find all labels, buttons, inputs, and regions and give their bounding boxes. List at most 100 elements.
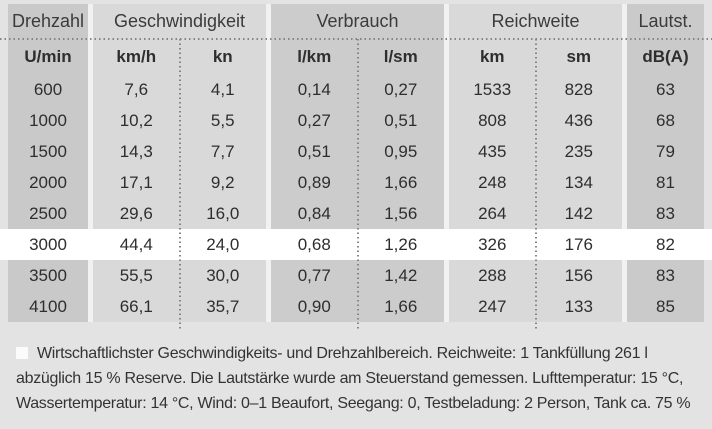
cell-drehzahl: 4100 [29, 296, 67, 316]
group-header-verbrauch: Verbrauch [316, 11, 399, 31]
cell-lsm: 0,95 [384, 141, 418, 161]
cell-km: 247 [478, 296, 507, 316]
unit-kmh: km/h [116, 46, 157, 66]
column-gap [266, 4, 271, 322]
unit-dba: dB(A) [642, 46, 689, 66]
cell-kn: 9,2 [210, 172, 235, 192]
cell-sm: 176 [564, 234, 593, 254]
table-row-highlighted: 3000 44,4 24,0 0,68 1,26 326 176 82 [8, 229, 704, 260]
cell-sm: 436 [564, 110, 593, 130]
cell-km: 326 [478, 234, 507, 254]
cell-lsm: 1,42 [384, 265, 418, 285]
cell-lkm: 0,27 [297, 110, 331, 130]
group-header-geschwindigkeit: Geschwindigkeit [113, 11, 246, 31]
cell-kmh: 17,1 [119, 172, 153, 192]
unit-lkm: l/km [297, 46, 332, 66]
footnote-line-1: Wirtschaftlichster Geschwindigkeits- und… [16, 341, 710, 366]
cell-lsm: 0,51 [384, 110, 418, 130]
footnote: Wirtschaftlichster Geschwindigkeits- und… [16, 341, 710, 416]
dotted-divider-vertical [357, 39, 359, 330]
footnote-line-2: abzüglich 15 % Reserve. Die Lautstärke w… [16, 370, 684, 387]
column-gap [444, 4, 449, 322]
dotted-divider-vertical [535, 39, 537, 330]
column-band-lautst [627, 4, 704, 322]
cell-drehzahl: 2000 [29, 172, 67, 192]
cell-dba: 68 [656, 110, 675, 130]
cell-lsm: 1,66 [384, 296, 418, 316]
cell-drehzahl: 600 [33, 79, 63, 99]
cell-lkm: 0,68 [297, 234, 331, 254]
unit-umin: U/min [24, 46, 72, 66]
table-row: 2000 17,1 9,2 0,89 1,66 248 134 81 [8, 167, 704, 198]
performance-table: Drehzahl Geschwindigkeit Verbrauch Reich… [8, 4, 704, 322]
column-gap [88, 4, 93, 322]
cell-dba: 81 [656, 172, 675, 192]
dotted-divider-vertical [179, 39, 181, 330]
cell-sm: 134 [564, 172, 593, 192]
cell-drehzahl: 1000 [29, 110, 67, 130]
cell-kmh: 66,1 [119, 296, 153, 316]
cell-sm: 235 [564, 141, 593, 161]
cell-km: 435 [478, 141, 507, 161]
cell-kmh: 14,3 [119, 141, 153, 161]
table-row: 600 7,6 4,1 0,14 0,27 1533 828 63 [8, 74, 704, 105]
cell-kn: 35,7 [206, 296, 240, 316]
cell-dba: 63 [656, 79, 675, 99]
unit-km: km [479, 46, 505, 66]
cell-drehzahl: 3000 [29, 234, 67, 254]
cell-km: 1533 [473, 79, 512, 99]
table-row: 3500 55,5 30,0 0,77 1,42 288 156 83 [8, 260, 704, 291]
cell-dba: 85 [656, 296, 675, 316]
cell-kmh: 7,6 [124, 79, 149, 99]
cell-dba: 79 [656, 141, 675, 161]
cell-sm: 142 [564, 203, 593, 223]
cell-sm: 828 [564, 79, 593, 99]
table-row: 1500 14,3 7,7 0,51 0,95 435 235 79 [8, 136, 704, 167]
unit-sm: sm [566, 46, 592, 66]
cell-drehzahl: 3500 [29, 265, 67, 285]
table-row: 1000 10,2 5,5 0,27 0,51 808 436 68 [8, 105, 704, 136]
cell-km: 808 [478, 110, 507, 130]
column-band-drehzahl [8, 4, 88, 322]
cell-kn: 24,0 [206, 234, 240, 254]
unit-kn: kn [212, 46, 233, 66]
cell-sm: 156 [564, 265, 593, 285]
group-header-row: Drehzahl Geschwindigkeit Verbrauch Reich… [8, 4, 704, 39]
cell-lsm: 1,66 [384, 172, 418, 192]
cell-lkm: 0,84 [297, 203, 331, 223]
highlighted-economy-row-band [0, 229, 712, 260]
group-header-reichweite: Reichweite [491, 11, 580, 31]
cell-km: 248 [478, 172, 507, 192]
cell-lkm: 0,14 [297, 79, 331, 99]
cell-kmh: 44,4 [119, 234, 153, 254]
cell-drehzahl: 2500 [29, 203, 67, 223]
economy-legend-square-icon [16, 347, 28, 359]
cell-drehzahl: 1500 [29, 141, 67, 161]
cell-lkm: 0,77 [297, 265, 331, 285]
cell-kmh: 55,5 [119, 265, 153, 285]
cell-km: 288 [478, 265, 507, 285]
dotted-divider-horizontal [0, 38, 712, 40]
footnote-line-3: Wassertemperatur: 14 °C, Wind: 0–1 Beauf… [16, 395, 691, 412]
cell-lkm: 0,90 [297, 296, 331, 316]
cell-lkm: 0,51 [297, 141, 331, 161]
cell-kmh: 10,2 [119, 110, 153, 130]
unit-lsm: l/sm [383, 46, 418, 66]
cell-dba: 83 [656, 265, 675, 285]
unit-header-row: U/min km/h kn l/km l/sm km sm dB(A) [8, 39, 704, 74]
cell-lsm: 1,26 [384, 234, 418, 254]
group-header-lautst: Lautst. [638, 11, 693, 31]
cell-kn: 4,1 [210, 79, 235, 99]
cell-kn: 5,5 [210, 110, 235, 130]
cell-kmh: 29,6 [119, 203, 153, 223]
group-header-drehzahl: Drehzahl [11, 11, 85, 31]
cell-lkm: 0,89 [297, 172, 331, 192]
cell-kn: 7,7 [210, 141, 235, 161]
cell-kn: 16,0 [206, 203, 240, 223]
cell-sm: 133 [564, 296, 593, 316]
cell-km: 264 [478, 203, 507, 223]
table-row: 2500 29,6 16,0 0,84 1,56 264 142 83 [8, 198, 704, 229]
cell-dba: 82 [656, 234, 675, 254]
cell-lsm: 1,56 [384, 203, 418, 223]
